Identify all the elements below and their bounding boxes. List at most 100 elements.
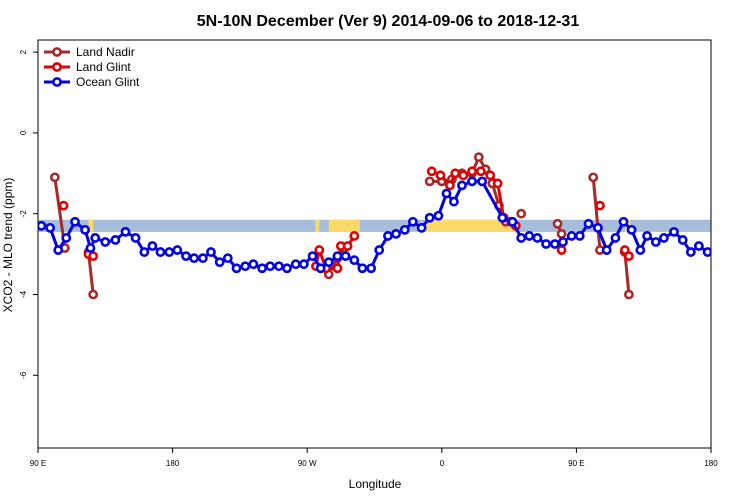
data-point-ocean-glint <box>240 261 251 272</box>
data-point-ocean-glint <box>467 176 477 187</box>
data-point-ocean-glint <box>693 241 704 251</box>
data-point-ocean-glint <box>53 245 64 255</box>
x-tick-label: 180 <box>166 459 180 468</box>
y-tick-label: 0 <box>19 130 28 135</box>
land-patch <box>88 219 94 232</box>
data-point-ocean-glint <box>728 250 735 257</box>
data-point-land-glint <box>314 245 325 255</box>
land-patch <box>315 219 320 232</box>
data-point-land-glint <box>623 251 634 262</box>
data-point-ocean-glint <box>566 231 577 241</box>
data-point-ocean-glint <box>248 259 259 270</box>
data-point-ocean-glint <box>601 245 612 255</box>
series-land-glint <box>58 166 634 274</box>
data-point-land-glint <box>458 170 469 181</box>
data-point-ocean-glint <box>290 259 301 270</box>
data-point-ocean-glint <box>524 231 535 241</box>
data-point-land-glint <box>342 241 353 251</box>
data-point-ocean-glint <box>147 241 158 251</box>
data-point-ocean-glint <box>197 253 208 264</box>
data-point-ocean-glint <box>441 188 452 199</box>
data-point-ocean-glint <box>349 255 360 266</box>
data-point-ocean-glint <box>282 263 292 274</box>
data-point-land-nadir <box>552 218 563 229</box>
data-point-land-nadir <box>88 289 99 300</box>
data-point-ocean-glint <box>399 224 410 235</box>
land-ocean-band <box>38 219 711 232</box>
data-point-ocean-glint <box>189 253 200 264</box>
legend-marker <box>52 62 62 72</box>
data-point-ocean-glint <box>374 245 385 255</box>
data-point-land-glint <box>435 170 446 181</box>
data-point-ocean-glint <box>449 196 459 207</box>
data-point-land-nadir <box>588 172 599 183</box>
y-tick-label: -6 <box>19 371 28 379</box>
legend-marker <box>52 47 62 57</box>
y-axis-label: XCO2 - MLO trend (ppm) <box>1 178 15 313</box>
data-point-land-nadir <box>623 289 634 300</box>
data-point-land-glint <box>475 166 486 177</box>
data-point-ocean-glint <box>70 216 80 227</box>
series-line-land-nadir <box>591 177 602 251</box>
legend-label: Land Glint <box>76 60 131 74</box>
data-point-land-glint <box>450 168 461 179</box>
data-point-ocean-glint <box>477 176 488 187</box>
data-point-ocean-glint <box>497 212 508 223</box>
data-point-ocean-glint <box>231 263 242 274</box>
x-tick-label: 180 <box>704 459 718 468</box>
data-point-ocean-glint <box>583 218 594 229</box>
data-point-ocean-glint <box>549 239 560 249</box>
data-point-land-nadir <box>49 172 60 183</box>
series-group <box>38 152 735 300</box>
data-point-land-glint <box>88 251 99 262</box>
series-ocean-glint <box>38 176 735 274</box>
data-point-ocean-glint <box>424 212 435 223</box>
data-point-ocean-glint <box>558 237 568 247</box>
data-point-ocean-glint <box>574 231 585 241</box>
data-point-ocean-glint <box>155 247 166 257</box>
x-tick-label: 0 <box>440 459 445 468</box>
y-tick-label: 2 <box>19 49 28 54</box>
data-point-land-glint <box>332 263 343 274</box>
data-point-land-glint <box>595 200 605 211</box>
data-point-ocean-glint <box>100 237 111 247</box>
data-point-ocean-glint <box>516 233 527 243</box>
data-point-land-glint <box>426 166 437 177</box>
data-point-ocean-glint <box>172 245 183 255</box>
chart-title: 5N-10N December (Ver 9) 2014-09-06 to 20… <box>197 13 580 30</box>
legend-marker <box>52 77 62 87</box>
legend-item-ocean-glint: Ocean Glint <box>44 75 140 89</box>
data-point-ocean-glint <box>307 251 318 262</box>
data-point-ocean-glint <box>139 247 150 257</box>
data-point-ocean-glint <box>416 222 427 233</box>
data-point-land-glint <box>492 178 503 189</box>
data-point-ocean-glint <box>164 247 175 257</box>
data-point-ocean-glint <box>274 261 284 272</box>
data-point-ocean-glint <box>257 263 268 274</box>
land-patch <box>424 219 516 232</box>
data-point-ocean-glint <box>357 263 368 274</box>
data-point-ocean-glint <box>120 226 131 237</box>
x-axis-label: Longitude <box>349 477 402 491</box>
data-point-ocean-glint <box>635 245 646 255</box>
data-point-ocean-glint <box>315 263 326 274</box>
data-point-ocean-glint <box>407 216 418 227</box>
y-tick-label: -4 <box>19 290 28 298</box>
data-point-ocean-glint <box>45 222 56 233</box>
data-point-ocean-glint <box>298 259 309 270</box>
data-point-ocean-glint <box>181 251 191 262</box>
series-line-land-nadir <box>87 251 95 295</box>
land-patch <box>328 219 360 232</box>
legend-item-land-glint: Land Glint <box>44 60 131 74</box>
data-point-ocean-glint <box>642 231 652 241</box>
data-point-ocean-glint <box>214 257 225 268</box>
data-point-ocean-glint <box>626 224 637 235</box>
data-point-ocean-glint <box>130 233 141 243</box>
x-tick-label: 90 E <box>568 459 584 468</box>
data-point-ocean-glint <box>702 247 711 257</box>
data-point-ocean-glint <box>332 251 343 262</box>
data-point-ocean-glint <box>618 216 629 227</box>
data-point-land-glint <box>349 231 360 241</box>
